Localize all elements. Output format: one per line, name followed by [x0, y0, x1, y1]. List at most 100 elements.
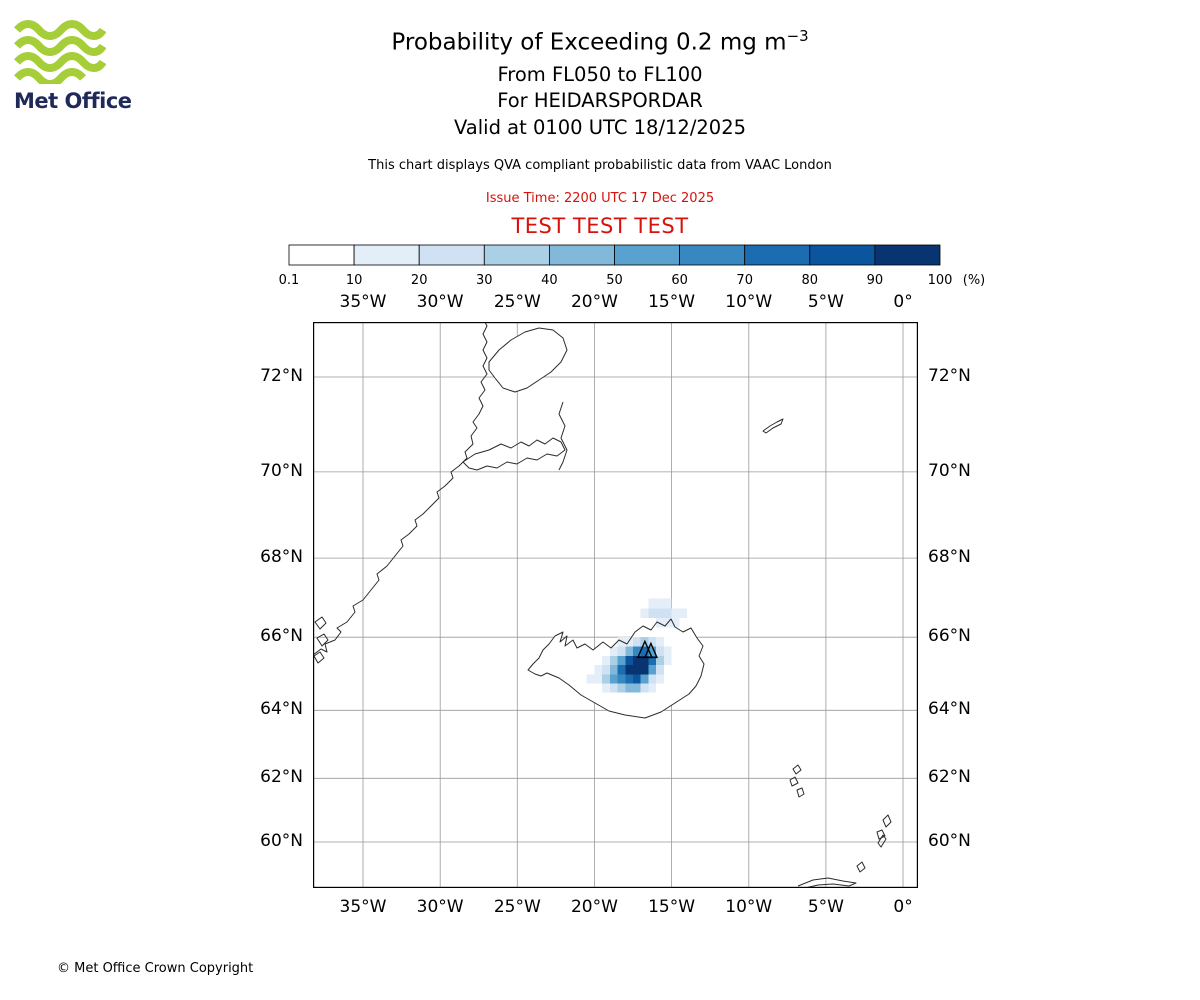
longitude-label-bottom: 10°W	[725, 897, 773, 917]
probability-cell	[625, 665, 634, 675]
probability-cell	[609, 665, 618, 675]
longitude-label-bottom: 5°W	[807, 897, 844, 917]
longitude-label-top: 5°W	[807, 292, 844, 312]
probability-cell	[656, 646, 664, 656]
probability-cell	[586, 674, 595, 684]
probability-cell	[633, 637, 641, 647]
longitude-label-top: 20°W	[570, 292, 618, 312]
probability-cell	[648, 646, 657, 656]
issue-time: Issue Time: 2200 UTC 17 Dec 2025	[485, 191, 715, 206]
latitude-label-right: 64°N	[928, 699, 971, 720]
probability-cell	[663, 598, 672, 609]
latitude-label-right: 66°N	[928, 626, 971, 647]
probability-cell	[609, 646, 618, 656]
probability-cell	[663, 655, 672, 666]
colorbar-tick-label: 30	[476, 273, 493, 288]
probability-cell	[648, 608, 657, 619]
probability-cell	[679, 608, 688, 619]
latitude-label-right: 70°N	[928, 460, 971, 481]
map-grid	[313, 322, 918, 888]
colorbar-segment	[483, 244, 550, 266]
probability-cell	[648, 655, 657, 666]
probability-cell	[663, 608, 672, 619]
probability-cell	[633, 674, 641, 684]
probability-cell	[671, 608, 680, 619]
colorbar-tick-label: 50	[606, 273, 623, 288]
test-banner: TEST TEST TEST	[511, 214, 689, 238]
probability-colorbar: 0.1 10 20 30 40 50 60 70 80 90 100 (%)	[279, 244, 1049, 291]
colorbar-segment	[744, 244, 811, 266]
colorbar-segment	[353, 244, 420, 266]
colorbar-svg: 0.1 10 20 30 40 50 60 70 80 90 100 (%)	[279, 244, 986, 288]
probability-cell	[640, 608, 649, 619]
probability-cell	[617, 683, 626, 693]
probability-cell	[648, 683, 657, 693]
colorbar-segment	[809, 244, 876, 266]
colorbar-tick-label: 90	[867, 273, 884, 288]
met-office-waves-icon	[13, 20, 107, 88]
probability-cell	[602, 683, 610, 693]
probability-cell	[640, 655, 649, 666]
volcano-marker-icon	[643, 641, 658, 659]
probability-cell	[609, 683, 618, 693]
page-title-text: Probability of Exceeding 0.2 mg m	[391, 29, 787, 56]
longitude-label-bottom: 35°W	[339, 897, 387, 917]
colorbar-tick-label: 10	[346, 273, 363, 288]
probability-cell	[609, 655, 618, 666]
crown-copyright: © Met Office Crown Copyright	[57, 961, 254, 976]
colorbar-tick-label: 60	[671, 273, 688, 288]
latitude-label-right: 68°N	[928, 547, 971, 568]
probability-cell	[594, 665, 603, 675]
probability-cell	[625, 674, 634, 684]
latitude-label-left: 64°N	[260, 699, 303, 720]
map-border	[313, 322, 918, 888]
probability-cell	[617, 665, 626, 675]
qva-disclaimer: This chart displays QVA compliant probab…	[368, 158, 832, 173]
longitude-label-top: 10°W	[725, 292, 773, 312]
latitude-label-left: 68°N	[260, 547, 303, 568]
latitude-label-right: 62°N	[928, 767, 971, 788]
probability-cell	[663, 646, 672, 656]
probability-cell	[617, 674, 626, 684]
colorbar-segment	[288, 244, 355, 266]
probability-cell	[656, 618, 664, 628]
probability-cell	[640, 665, 649, 675]
probability-cell	[648, 637, 657, 647]
probability-cell	[633, 655, 641, 666]
probability-cell	[602, 665, 610, 675]
probability-cell	[633, 665, 641, 675]
page-title: Probability of Exceeding 0.2 mg m−3	[0, 27, 1200, 56]
latitude-label-right: 72°N	[928, 366, 971, 386]
colorbar-tick-label: 70	[736, 273, 753, 288]
coastlines	[313, 322, 892, 888]
colorbar-tick-label: 0.1	[279, 273, 300, 288]
probability-cell	[633, 646, 641, 656]
colorbar-tick-label: 20	[411, 273, 428, 288]
probability-cell	[609, 674, 618, 684]
colorbar-segment	[679, 244, 746, 266]
latitude-label-left: 60°N	[260, 830, 303, 851]
longitude-label-top: 25°W	[493, 292, 541, 312]
latitude-label-left: 66°N	[260, 626, 303, 647]
greenland-top-island	[488, 327, 568, 393]
probability-cell	[656, 598, 664, 609]
volcano-name-line: For HEIDARSPORDAR	[497, 89, 703, 112]
longitude-label-bottom: 25°W	[493, 897, 541, 917]
latitude-label-left: 72°N	[260, 366, 303, 386]
jan-mayen-island	[762, 418, 784, 434]
probability-cell	[602, 655, 610, 666]
probability-cell	[656, 674, 664, 684]
colorbar-tick-label: 100	[928, 273, 953, 288]
met-office-logo-text: Met Office	[14, 89, 132, 113]
probability-cell	[656, 608, 664, 619]
colorbar-segment	[548, 244, 615, 266]
greenland-island-landfill	[489, 328, 567, 392]
ash-probability-cells	[586, 598, 688, 693]
volcano-marker-group	[636, 639, 658, 659]
page-title-exponent: −3	[786, 27, 809, 45]
longitude-label-top: 35°W	[339, 292, 387, 312]
latitude-label-left: 70°N	[260, 460, 303, 481]
probability-cell	[617, 646, 626, 656]
colorbar-unit-label: (%)	[963, 273, 986, 288]
longitude-label-bottom: 15°W	[648, 897, 696, 917]
